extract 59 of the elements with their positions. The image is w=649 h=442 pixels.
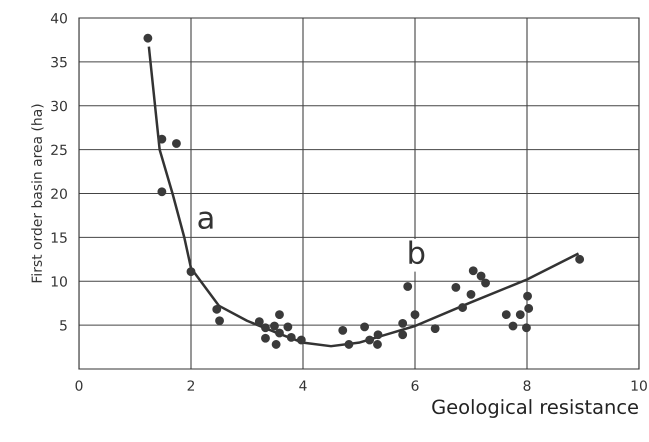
point: [373, 340, 382, 349]
point: [344, 340, 354, 349]
point: [451, 283, 460, 292]
y-tick-label: 35: [51, 56, 67, 68]
y-axis-title: First order basin area (ha): [31, 104, 44, 282]
point: [275, 328, 284, 338]
point: [296, 336, 306, 344]
point: [508, 322, 518, 330]
point: [172, 139, 181, 148]
point: [338, 326, 348, 335]
point: [481, 278, 490, 288]
point: [516, 310, 525, 319]
y-tick-label: 10: [52, 276, 67, 287]
x-tick-label: 8: [524, 380, 530, 391]
x-tick-label: 4: [299, 380, 307, 391]
x-tick-label: 0: [75, 380, 82, 391]
annotation: a: [198, 211, 213, 230]
point: [212, 304, 222, 314]
point: [143, 34, 152, 43]
point: [524, 304, 534, 313]
point: [523, 292, 532, 301]
point: [476, 272, 486, 280]
x-axis-title: Geological resistance: [432, 399, 638, 418]
point: [270, 322, 279, 330]
x-tick-label: 6: [412, 380, 419, 391]
point: [398, 318, 408, 328]
y-tick-label: 30: [51, 100, 67, 112]
annotation: b: [409, 240, 424, 264]
point: [275, 310, 284, 319]
y-tick-label: 15: [52, 232, 67, 243]
point: [261, 323, 270, 332]
point: [157, 187, 166, 196]
point: [286, 333, 296, 342]
point: [254, 317, 264, 326]
y-tick-label: 5: [60, 320, 67, 331]
point: [458, 303, 467, 312]
point: [374, 330, 382, 340]
point: [430, 324, 440, 334]
point: [365, 336, 374, 344]
point: [466, 290, 476, 299]
point: [283, 322, 292, 332]
x-tick-label: 10: [632, 380, 647, 391]
point: [403, 282, 412, 291]
point: [522, 323, 531, 332]
point: [261, 334, 270, 343]
point: [186, 267, 196, 276]
x-tick-label: 2: [188, 380, 194, 391]
point: [575, 254, 584, 264]
point: [410, 310, 420, 319]
y-tick-label: 25: [51, 144, 67, 156]
point: [360, 322, 369, 332]
point: [215, 316, 224, 326]
point: [398, 330, 408, 340]
y-tick-label: 40: [50, 12, 67, 24]
point: [468, 266, 478, 276]
y-tick-label: 20: [51, 188, 67, 199]
point: [157, 134, 166, 144]
point: [272, 340, 281, 349]
point: [502, 310, 511, 319]
